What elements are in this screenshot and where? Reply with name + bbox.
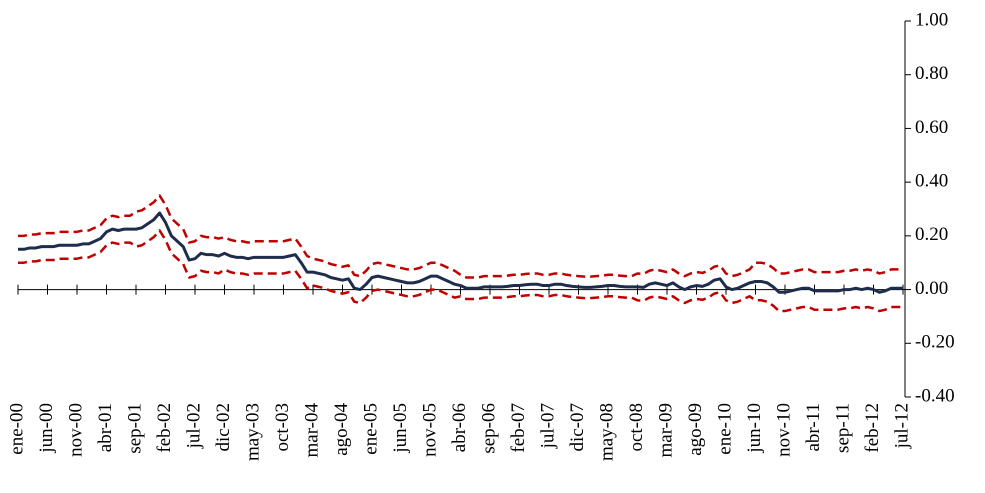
- x-tick-label: ene-10: [714, 403, 735, 455]
- x-tick-label: mar-04: [301, 403, 322, 458]
- y-tick-label: 1.00: [915, 9, 948, 30]
- y-tick-label: 0.00: [915, 278, 948, 299]
- x-tick-label: oct-03: [272, 403, 293, 452]
- x-tick-label: may-03: [242, 403, 263, 461]
- x-tick-label: jul-12: [891, 403, 912, 449]
- x-tick-label: ago-09: [685, 403, 706, 456]
- x-tick-label: dic-02: [213, 403, 234, 452]
- x-tick-label: may-08: [596, 403, 617, 461]
- x-tick-label: dic-07: [567, 403, 588, 452]
- y-tick-label: -0.20: [915, 332, 955, 353]
- x-tick-label: nov-00: [65, 403, 86, 457]
- x-tick-label: abr-11: [803, 403, 824, 452]
- x-tick-label: jun-10: [744, 403, 765, 454]
- series-line: [18, 229, 903, 313]
- x-tick-label: feb-12: [862, 403, 883, 453]
- x-tick-label: jun-00: [36, 403, 57, 454]
- x-tick-label: abr-06: [449, 403, 470, 452]
- x-tick-label: abr-01: [95, 403, 116, 452]
- x-tick-label: feb-02: [154, 403, 175, 453]
- x-tick-label: sep-01: [124, 403, 145, 454]
- series-line: [18, 194, 903, 279]
- x-tick-label: jul-02: [183, 403, 204, 449]
- x-tick-label: sep-06: [478, 403, 499, 454]
- x-tick-label: nov-10: [773, 403, 794, 457]
- y-tick-label: 0.80: [915, 63, 948, 84]
- x-tick-label: mar-09: [655, 403, 676, 458]
- x-tick-label: sep-11: [832, 403, 853, 453]
- y-tick-label: 0.60: [915, 117, 948, 138]
- series-line: [18, 211, 903, 294]
- y-tick-label: -0.40: [915, 385, 955, 406]
- x-tick-label: ago-04: [331, 403, 352, 456]
- y-tick-label: 0.40: [915, 171, 948, 192]
- x-tick-label: ene-05: [360, 403, 381, 455]
- x-tick-label: jul-07: [537, 403, 558, 449]
- x-tick-label: feb-07: [508, 403, 529, 453]
- x-tick-label: jun-05: [390, 403, 411, 454]
- x-tick-label: oct-08: [626, 403, 647, 452]
- x-tick-label: nov-05: [419, 403, 440, 457]
- y-tick-label: 0.20: [915, 224, 948, 245]
- x-tick-label: ene-00: [6, 403, 27, 455]
